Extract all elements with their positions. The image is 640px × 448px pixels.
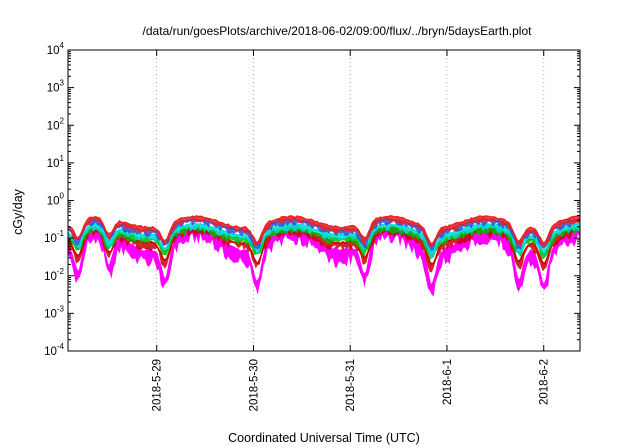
x-axis: 2018-5-29 2018-5-30 2018-5-31 2018-6-1 2018-… [152,50,551,411]
y-tick-label: 100 [47,192,65,208]
y-tick-label: 104 [47,41,65,57]
x-tick-label: 2018-5-31 [345,359,357,411]
y-tick-exponent: 4 [60,41,65,50]
y-axis-label: cGy/day [11,188,25,235]
y-tick-base: 10 [47,120,60,132]
y-tick-base: 10 [47,83,60,95]
x-tick-label: 2018-5-29 [152,359,164,411]
y-tick-base: 10 [44,308,57,320]
y-tick-label: 10-4 [44,342,64,358]
series-layer [67,214,581,297]
x-tick-label: 2018-5-30 [248,359,260,411]
x-tick-label: 2018-6-2 [539,359,551,405]
y-tick-exponent: -1 [57,229,65,238]
y-tick-label: 10-3 [44,304,64,320]
y-tick-exponent: 0 [60,192,65,201]
y-tick-label: 101 [47,154,65,170]
y-tick-base: 10 [47,158,60,170]
grid-lines [156,50,545,351]
x-axis-label: Coordinated Universal Time (UTC) [228,431,420,445]
y-tick-exponent: 2 [60,116,65,125]
series-line [67,214,581,246]
y-tick-label: 103 [47,79,65,95]
x-tick-label: 2018-6-1 [442,359,454,405]
y-tick-base: 10 [47,196,60,208]
y-tick-exponent: -3 [57,304,65,313]
y-tick-label: 10-2 [44,267,64,283]
y-tick-base: 10 [44,233,57,245]
y-tick-base: 10 [44,271,57,283]
y-tick-base: 10 [47,45,60,57]
y-tick-exponent: -4 [57,342,65,351]
y-tick-base: 10 [44,346,57,358]
y-tick-label: 102 [47,116,65,132]
chart-title: /data/run/goesPlots/archive/2018-06-02/0… [143,24,533,38]
plot-frame [67,49,581,352]
y-tick-label: 10-1 [44,229,64,245]
y-tick-exponent: 3 [60,79,65,88]
y-tick-exponent: 1 [60,154,65,163]
y-tick-exponent: -2 [57,267,65,276]
